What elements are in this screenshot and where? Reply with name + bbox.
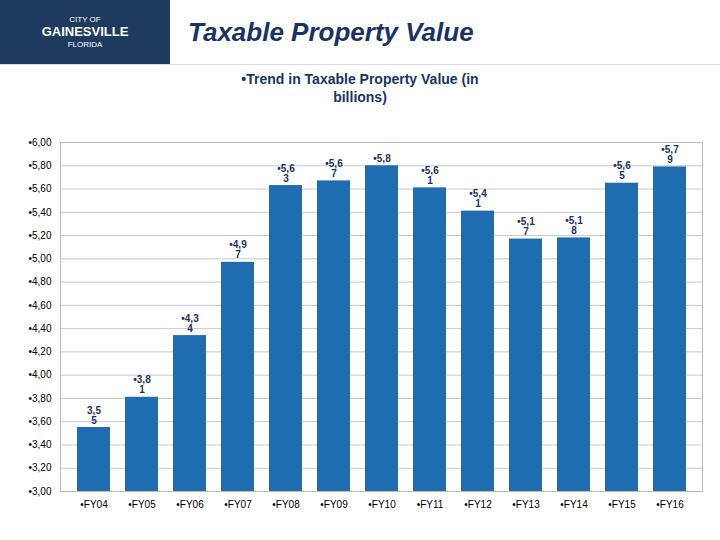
- svg-text:•3,40: •3,40: [29, 439, 52, 450]
- svg-text:•5,40: •5,40: [29, 207, 52, 218]
- html-text:•Trend in Taxable Property Val: •Trend in Taxable Property Value (in bil…: [241, 71, 479, 105]
- svg-text:•5,8: •5,8: [373, 153, 391, 164]
- svg-text:•FY09: •FY09: [320, 499, 348, 510]
- svg-text:•FY12: •FY12: [464, 499, 492, 510]
- svg-text:•3,80: •3,80: [29, 393, 52, 404]
- svg-text:•4,80: •4,80: [29, 276, 52, 287]
- svg-text:•3,60: •3,60: [29, 416, 52, 427]
- svg-text:•4,40: •4,40: [29, 323, 52, 334]
- svg-text:•FY13: •FY13: [512, 499, 540, 510]
- svg-text:•5,60: •5,60: [29, 183, 52, 194]
- svg-text:•FY04: •FY04: [80, 499, 108, 510]
- svg-text:•4,60: •4,60: [29, 300, 52, 311]
- svg-text:•4,97: •4,97: [229, 239, 247, 260]
- html-text:CITY OF: CITY OF: [69, 14, 101, 24]
- svg-text:•FY16: •FY16: [656, 499, 684, 510]
- html-text:Taxable Property Value: Taxable Property Value: [188, 16, 474, 47]
- svg-text:•5,00: •5,00: [29, 253, 52, 264]
- svg-text:•5,65: •5,65: [613, 160, 631, 181]
- svg-text:•FY10: •FY10: [368, 499, 396, 510]
- svg-text:•FY14: •FY14: [560, 499, 588, 510]
- html-text:FLORIDA: FLORIDA: [67, 39, 103, 49]
- svg-text:•5,79: •5,79: [661, 144, 679, 165]
- html-text:GAINESVILLE: GAINESVILLE: [41, 24, 129, 40]
- svg-text:•5,20: •5,20: [29, 230, 52, 241]
- svg-text:•FY07: •FY07: [224, 499, 252, 510]
- svg-text:•FY06: •FY06: [176, 499, 204, 510]
- svg-text:•FY05: •FY05: [128, 499, 156, 510]
- svg-text:•5,61: •5,61: [421, 165, 439, 186]
- svg-text:•3,00: •3,00: [29, 486, 52, 497]
- svg-text:•3,81: •3,81: [133, 374, 151, 395]
- svg-text:•4,00: •4,00: [29, 369, 52, 380]
- svg-text:•3,20: •3,20: [29, 462, 52, 473]
- svg-text:•FY15: •FY15: [608, 499, 636, 510]
- svg-text:•FY11: •FY11: [417, 499, 444, 510]
- svg-text:•5,41: •5,41: [469, 188, 487, 209]
- svg-text:•4,34: •4,34: [181, 313, 199, 334]
- svg-text:•5,18: •5,18: [565, 215, 583, 236]
- svg-text:•FY08: •FY08: [272, 499, 300, 510]
- svg-text:•5,80: •5,80: [29, 160, 52, 171]
- svg-text:•5,67: •5,67: [325, 158, 343, 179]
- svg-text:•6,00: •6,00: [29, 137, 52, 148]
- svg-text:3,55: 3,55: [87, 405, 101, 426]
- svg-text:•5,17: •5,17: [517, 216, 535, 237]
- svg-text:•4,20: •4,20: [29, 346, 52, 357]
- svg-text:•5,63: •5,63: [277, 163, 295, 184]
